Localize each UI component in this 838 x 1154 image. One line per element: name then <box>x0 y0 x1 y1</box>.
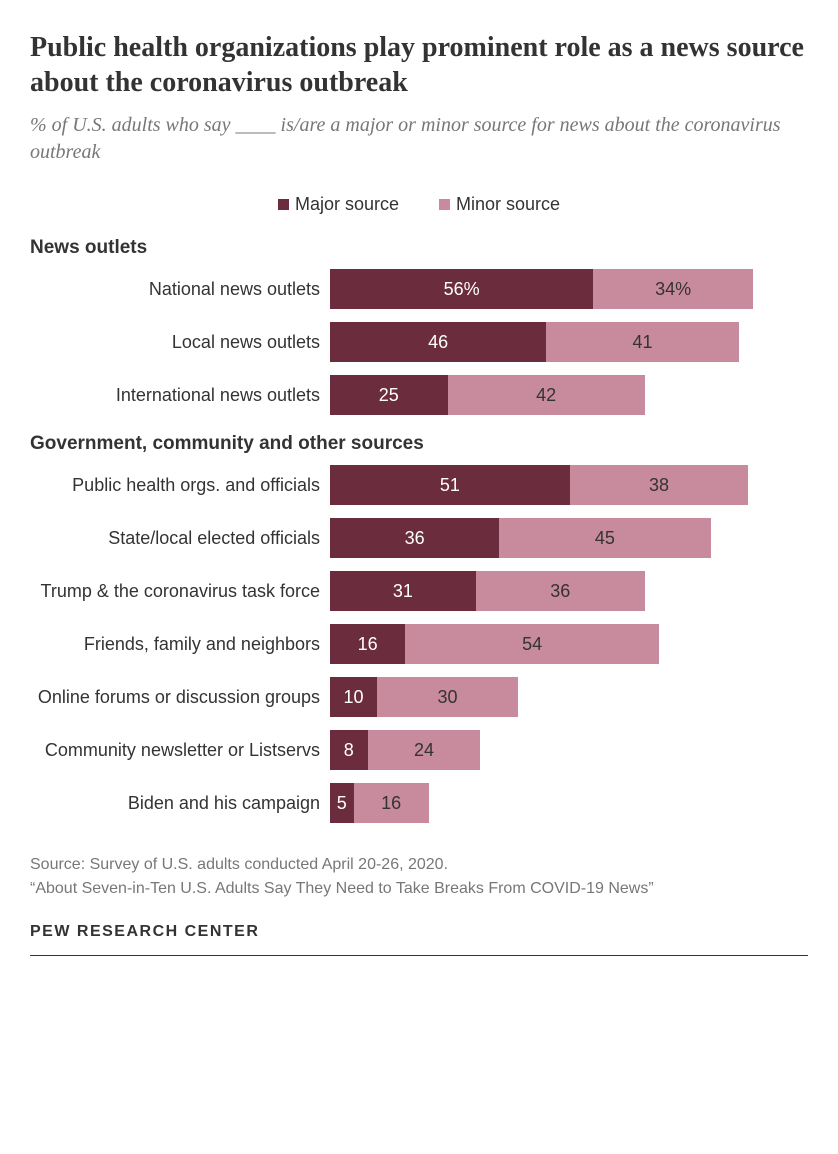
segment-major: 36 <box>330 518 499 558</box>
legend-item-major: Major source <box>278 194 399 215</box>
row-label: State/local elected officials <box>30 528 330 549</box>
row-label: Online forums or discussion groups <box>30 687 330 708</box>
bar-area: 824 <box>330 730 808 770</box>
row-label: International news outlets <box>30 385 330 406</box>
legend-label-major: Major source <box>295 194 399 215</box>
segment-minor: 24 <box>368 730 481 770</box>
legend-item-minor: Minor source <box>439 194 560 215</box>
legend: Major source Minor source <box>30 194 808 215</box>
brand: PEW RESEARCH CENTER <box>30 923 808 941</box>
footnotes: Source: Survey of U.S. adults conducted … <box>30 853 808 901</box>
row-label: Trump & the coronavirus task force <box>30 581 330 602</box>
chart-subtitle: % of U.S. adults who say ____ is/are a m… <box>30 112 808 166</box>
bar-row: State/local elected officials3645 <box>30 518 808 558</box>
bar-row: Public health orgs. and officials5138 <box>30 465 808 505</box>
source-line: Source: Survey of U.S. adults conducted … <box>30 853 808 877</box>
segment-minor: 36 <box>476 571 645 611</box>
segment-minor: 30 <box>377 677 518 717</box>
segment-major: 56% <box>330 269 593 309</box>
segment-major: 46 <box>330 322 546 362</box>
bar-area: 56%34% <box>330 269 808 309</box>
segment-minor: 34% <box>593 269 753 309</box>
segment-minor: 54 <box>405 624 659 664</box>
swatch-major <box>278 199 289 210</box>
swatch-minor <box>439 199 450 210</box>
group-header: Government, community and other sources <box>30 433 808 455</box>
segment-major: 31 <box>330 571 476 611</box>
segment-major: 10 <box>330 677 377 717</box>
bar-area: 3645 <box>330 518 808 558</box>
row-label: Friends, family and neighbors <box>30 634 330 655</box>
bar-area: 516 <box>330 783 808 823</box>
segment-minor: 41 <box>546 322 739 362</box>
bar-row: Biden and his campaign516 <box>30 783 808 823</box>
bottom-rule <box>30 955 808 956</box>
row-label: Biden and his campaign <box>30 793 330 814</box>
segment-major: 51 <box>330 465 570 505</box>
bar-row: National news outlets56%34% <box>30 269 808 309</box>
bar-row: Trump & the coronavirus task force3136 <box>30 571 808 611</box>
segment-major: 25 <box>330 375 448 415</box>
bar-row: Friends, family and neighbors1654 <box>30 624 808 664</box>
report-line: “About Seven-in-Ten U.S. Adults Say They… <box>30 877 808 901</box>
segment-major: 16 <box>330 624 405 664</box>
stacked-bar-chart: News outlets National news outlets56%34% L… <box>30 237 808 823</box>
row-label: Public health orgs. and officials <box>30 475 330 496</box>
chart-title: Public health organizations play promine… <box>30 30 808 100</box>
bar-area: 1654 <box>330 624 808 664</box>
row-label: Local news outlets <box>30 332 330 353</box>
bar-row: International news outlets2542 <box>30 375 808 415</box>
segment-minor: 42 <box>448 375 645 415</box>
segment-minor: 38 <box>570 465 749 505</box>
bar-area: 2542 <box>330 375 808 415</box>
segment-minor: 16 <box>354 783 429 823</box>
segment-major: 8 <box>330 730 368 770</box>
bar-area: 5138 <box>330 465 808 505</box>
bar-row: Local news outlets4641 <box>30 322 808 362</box>
bar-row: Community newsletter or Listservs824 <box>30 730 808 770</box>
bar-area: 1030 <box>330 677 808 717</box>
legend-label-minor: Minor source <box>456 194 560 215</box>
row-label: National news outlets <box>30 279 330 300</box>
segment-major: 5 <box>330 783 354 823</box>
group-header: News outlets <box>30 237 808 259</box>
bar-area: 3136 <box>330 571 808 611</box>
segment-minor: 45 <box>499 518 711 558</box>
bar-row: Online forums or discussion groups1030 <box>30 677 808 717</box>
row-label: Community newsletter or Listservs <box>30 740 330 761</box>
bar-area: 4641 <box>330 322 808 362</box>
